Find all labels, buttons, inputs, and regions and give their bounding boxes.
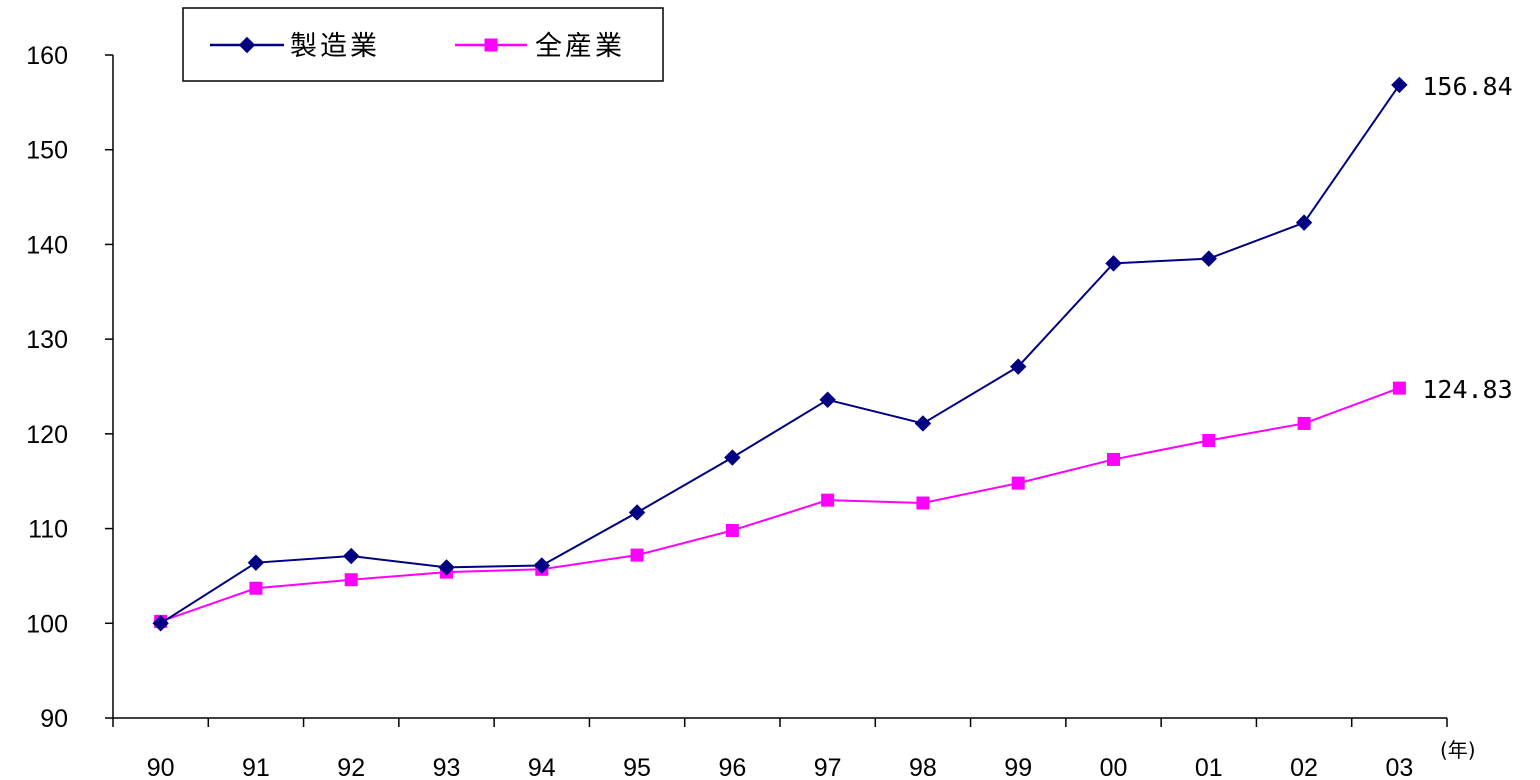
legend-label-series-0: 製造業 bbox=[290, 31, 380, 62]
x-axis-ticks: 90 91 92 93 94 95 96 97 98 99 00 01 02 03 bbox=[112, 718, 1448, 780]
data-point bbox=[1010, 358, 1027, 375]
series-line bbox=[160, 84, 1401, 625]
x-tick-label: 93 bbox=[433, 754, 461, 780]
data-point bbox=[1105, 255, 1122, 272]
x-tick-label: 00 bbox=[1100, 754, 1128, 780]
data-point bbox=[344, 573, 358, 587]
series-1: 124.83 bbox=[154, 375, 1513, 628]
data-point bbox=[1392, 381, 1406, 395]
legend-label-series-1: 全産業 bbox=[535, 31, 625, 62]
y-axis-ticks: 90 100 110 120 130 140 150 160 bbox=[26, 42, 113, 733]
legend: 製造業 全産業 bbox=[182, 7, 664, 82]
data-point bbox=[916, 496, 930, 510]
x-tick-label: 03 bbox=[1385, 754, 1413, 780]
data-point bbox=[628, 504, 646, 521]
x-tick-label: 92 bbox=[337, 754, 365, 780]
y-tick-label: 120 bbox=[26, 421, 68, 449]
x-tick-label: 90 bbox=[147, 754, 175, 780]
data-point bbox=[914, 415, 932, 432]
series-line bbox=[160, 387, 1400, 623]
axes bbox=[112, 55, 1447, 719]
x-tick-label: 91 bbox=[242, 754, 270, 780]
data-point bbox=[249, 581, 263, 595]
y-tick-label: 90 bbox=[40, 705, 68, 733]
data-point bbox=[821, 493, 835, 507]
data-point bbox=[1391, 76, 1408, 94]
y-tick-label: 130 bbox=[26, 326, 68, 354]
data-point bbox=[725, 523, 739, 537]
data-point bbox=[1011, 476, 1025, 490]
data-point bbox=[438, 559, 455, 576]
y-tick-label: 140 bbox=[26, 231, 68, 259]
x-tick-label: 95 bbox=[623, 754, 651, 780]
data-point bbox=[247, 554, 265, 571]
x-tick-label: 99 bbox=[1004, 754, 1032, 780]
end-value-label: 156.84 bbox=[1422, 72, 1512, 101]
x-tick-label: 97 bbox=[814, 754, 842, 780]
data-point bbox=[630, 548, 644, 562]
legend-marker bbox=[484, 38, 498, 52]
data-point bbox=[1295, 214, 1313, 231]
data-point bbox=[1200, 250, 1217, 267]
series-0: 156.84 bbox=[152, 72, 1513, 632]
data-point bbox=[1297, 416, 1311, 430]
data-point bbox=[1107, 452, 1120, 466]
y-tick-label: 100 bbox=[26, 610, 68, 638]
data-point bbox=[152, 615, 169, 632]
data-point bbox=[1202, 433, 1216, 447]
legend-marker bbox=[238, 36, 256, 54]
x-axis-unit-label: (年) bbox=[1440, 738, 1476, 762]
data-point bbox=[343, 547, 360, 565]
end-value-label: 124.83 bbox=[1422, 375, 1512, 404]
y-tick-label: 110 bbox=[28, 516, 68, 544]
x-tick-label: 98 bbox=[909, 754, 937, 780]
series-layer: 124.83 156.84 bbox=[152, 72, 1513, 632]
y-tick-label: 160 bbox=[26, 42, 68, 70]
data-point bbox=[724, 449, 741, 466]
x-tick-label: 01 bbox=[1195, 754, 1223, 780]
x-tick-label: 94 bbox=[528, 754, 556, 780]
data-point bbox=[819, 391, 836, 408]
x-tick-label: 02 bbox=[1290, 754, 1318, 780]
y-tick-label: 150 bbox=[26, 137, 68, 165]
x-tick-label: 96 bbox=[718, 754, 746, 780]
data-point bbox=[533, 557, 550, 574]
